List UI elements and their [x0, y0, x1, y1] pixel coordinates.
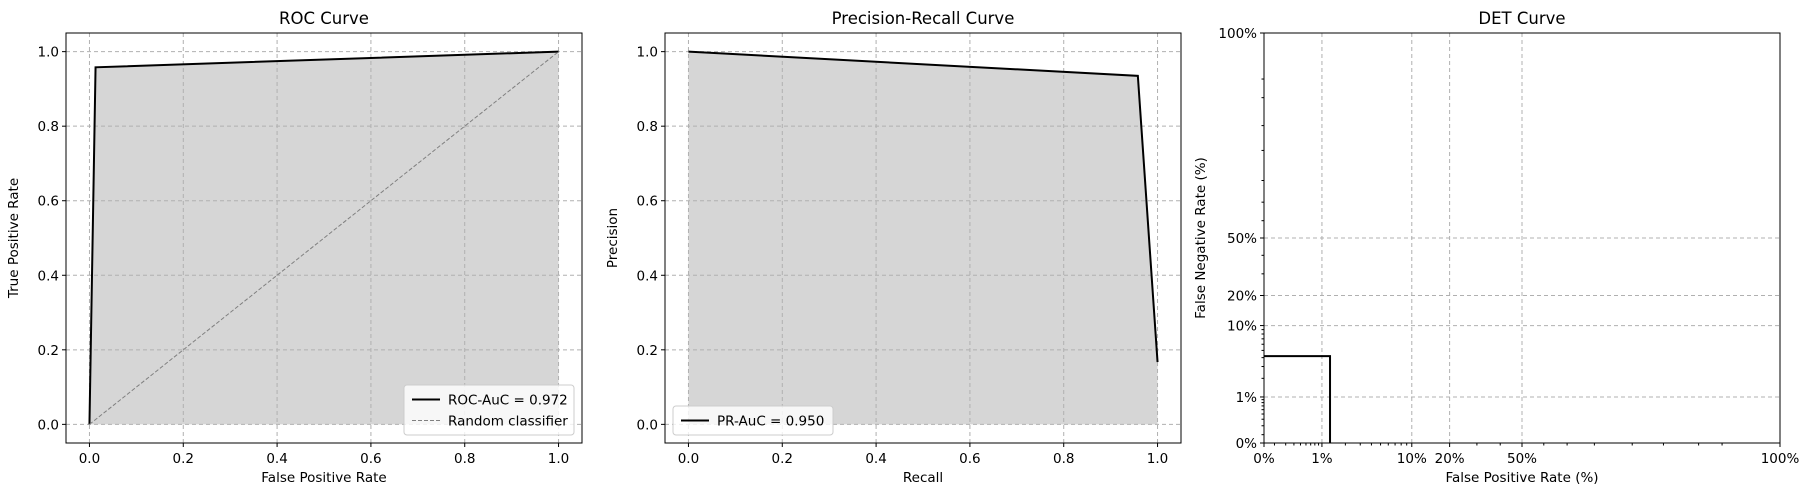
legend: ROC-AuC = 0.972 Random classifier — [403, 384, 575, 436]
det-chart: 0% 1% 10% 20% 50% 100% 0% 1% 10% 20% 50% 100% DET Cu… — [1193, 9, 1799, 486]
y-tick-label: 50% — [1227, 231, 1257, 247]
x-tick-label: 50% — [1507, 451, 1537, 467]
y-tick-label: 0.0 — [38, 417, 59, 433]
x-tick-label: 1.0 — [1147, 451, 1168, 467]
y-tick-label: 0.0 — [637, 417, 658, 433]
y-tick-label: 10% — [1227, 319, 1257, 335]
y-tick-label: 0.4 — [38, 268, 59, 284]
y-tick-label: 100% — [1218, 26, 1257, 42]
y-tick-label: 0.4 — [637, 268, 658, 284]
y-tick-label: 0.6 — [637, 194, 658, 210]
y-tick-label: 0.8 — [38, 119, 59, 135]
chart-title: DET Curve — [1478, 9, 1565, 28]
chart-title: ROC Curve — [279, 9, 369, 28]
x-tick-label: 1% — [1311, 451, 1333, 467]
plot-frame — [664, 32, 1182, 444]
plot-frame — [65, 32, 583, 444]
legend-label: Random classifier — [448, 414, 568, 430]
series-line-1 — [89, 51, 559, 425]
y-tick-label: 0.2 — [38, 343, 59, 359]
series-line-0 — [88, 50, 559, 425]
x-tick-label: 0.8 — [454, 451, 475, 467]
chart-title: Precision-Recall Curve — [832, 9, 1015, 28]
area-fill-0 — [89, 51, 559, 425]
y-axis-label: False Negative Rate (%) — [1193, 157, 1209, 319]
x-tick-label: 0.8 — [1053, 451, 1074, 467]
y-tick-label: 0.6 — [38, 194, 59, 210]
legend-box — [672, 405, 834, 436]
y-axis-label: Precision — [605, 208, 621, 268]
x-tick-label: 0.2 — [173, 451, 194, 467]
x-tick-label: 0.4 — [865, 451, 886, 467]
legend-box — [403, 384, 575, 436]
roc-chart: 0.0 0.2 0.4 0.6 0.8 1.0 0.0 0.2 0.4 0.6 0.8 1.0 ROC-… — [6, 9, 583, 486]
y-tick-label: 0% — [1236, 436, 1258, 452]
x-tick-label: 0.4 — [266, 451, 287, 467]
legend-label: PR-AuC = 0.950 — [717, 414, 824, 430]
x-tick-label: 20% — [1435, 451, 1465, 467]
y-tick-label: 1.0 — [38, 45, 59, 61]
x-tick-label: 0.0 — [79, 451, 100, 467]
series-line-0 — [688, 50, 1159, 363]
x-tick-label: 1.0 — [548, 451, 569, 467]
x-tick-label: 0% — [1253, 451, 1275, 467]
x-tick-label: 0.6 — [360, 451, 381, 467]
legend-label: ROC-AuC = 0.972 — [448, 393, 568, 409]
y-tick-label: 20% — [1227, 289, 1257, 305]
series-line-0 — [1264, 355, 1332, 443]
y-axis-label: True Positive Rate — [6, 178, 22, 299]
x-tick-label: 0.2 — [772, 451, 793, 467]
x-tick-label: 10% — [1397, 451, 1427, 467]
y-tick-label: 0.8 — [637, 119, 658, 135]
y-tick-label: 0.2 — [637, 343, 658, 359]
x-axis-label: False Positive Rate — [261, 470, 386, 486]
x-tick-label: 0.0 — [678, 451, 699, 467]
area-fill-0 — [688, 51, 1158, 425]
x-tick-label: 100% — [1761, 451, 1800, 467]
y-tick-label: 1.0 — [637, 45, 658, 61]
y-tick-label: 1% — [1236, 390, 1258, 406]
x-axis-label: Recall — [903, 470, 943, 486]
x-tick-label: 0.6 — [959, 451, 980, 467]
x-axis-label: False Positive Rate (%) — [1445, 470, 1598, 486]
pr-chart: 0.0 0.2 0.4 0.6 0.8 1.0 0.0 0.2 0.4 0.6 0.8 1.0 PR-A… — [605, 9, 1182, 486]
legend: PR-AuC = 0.950 — [672, 405, 834, 436]
